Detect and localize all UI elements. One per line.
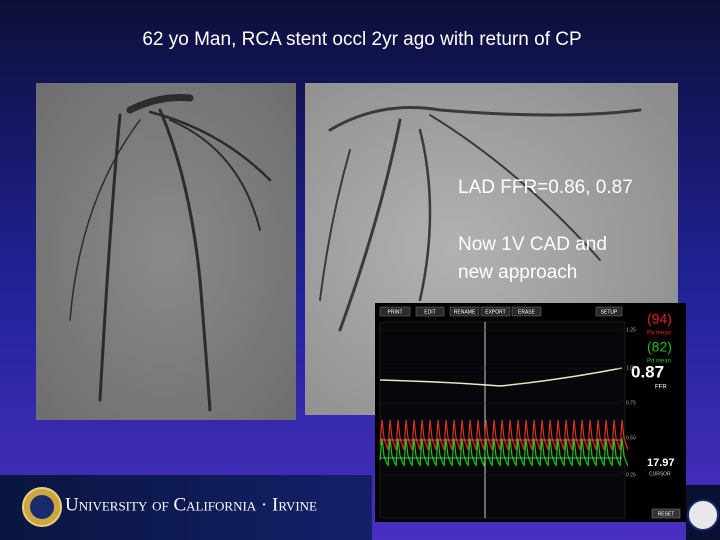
reset-label: RESET — [658, 511, 675, 517]
pa-mean: (94) — [647, 311, 672, 327]
cursor-value: 17.97 — [647, 457, 675, 469]
toolbar-button-label: SETUP — [601, 309, 618, 315]
pd-label: Pd mean — [647, 359, 671, 365]
scale-label: 1.25 — [626, 327, 636, 333]
note: LAD FFR=0.86, 0.87 — [458, 177, 633, 198]
slide-title: 62 yo Man, RCA stent occl 2yr ago with r… — [142, 29, 581, 50]
note: new approach — [458, 262, 577, 283]
ffr-label: FFR — [655, 385, 667, 391]
ffr-monitor: (94) Pa mean (82) Pd mean 0.87 FFR 17.97… — [375, 303, 686, 522]
scale-label: 0.75 — [626, 400, 636, 406]
scale-label: 1.00 — [626, 365, 636, 371]
toolbar-button[interactable] — [511, 306, 542, 317]
toolbar-button-label: ERASE — [518, 309, 536, 315]
cursor-label: CURSOR — [649, 471, 671, 477]
toolbar-button[interactable] — [379, 306, 411, 317]
ffr-value: 0.87 — [631, 362, 664, 381]
toolbar-button[interactable] — [480, 306, 511, 317]
toolbar-button[interactable] — [449, 306, 480, 317]
toolbar-button[interactable] — [415, 306, 445, 317]
toolbar-button-label: EXPORT — [485, 309, 505, 315]
institution: University of California · Irvine — [65, 494, 317, 515]
toolbar-button-label: RENAME — [454, 309, 476, 315]
pa-label: Pa mean — [647, 331, 671, 337]
pd-mean: (82) — [647, 339, 672, 355]
scale-label: 0.25 — [626, 472, 636, 478]
toolbar-button-label: EDIT — [424, 309, 435, 315]
note: Now 1V CAD and — [458, 234, 607, 255]
toolbar-button-label: PRINT — [388, 309, 403, 315]
angiogram-left — [36, 83, 296, 420]
reset-button[interactable] — [651, 508, 681, 519]
scale-label: 0.50 — [626, 435, 636, 441]
toolbar-button[interactable] — [595, 306, 623, 317]
footer: University of California · Irvine — [0, 475, 720, 540]
